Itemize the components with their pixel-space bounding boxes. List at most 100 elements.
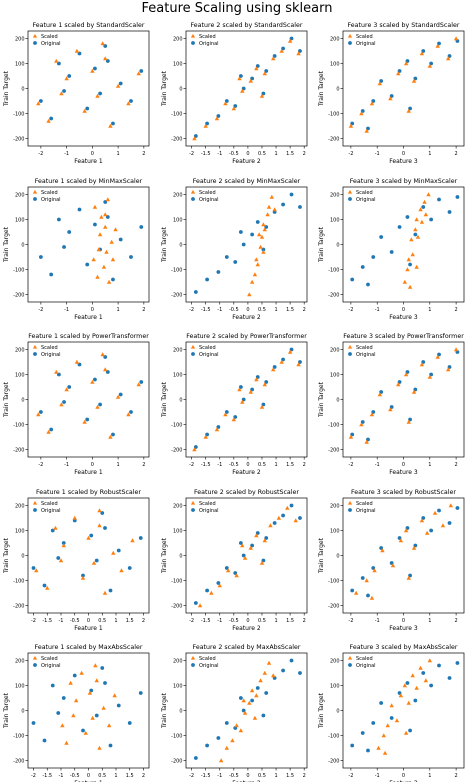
x-tick-label: 2 [455, 462, 458, 468]
scaled-point [249, 279, 255, 284]
scaled-point [259, 560, 265, 565]
original-point [408, 728, 412, 733]
legend-marker-scaled [190, 344, 196, 349]
scaled-point [217, 583, 222, 588]
x-tick-label: -0.5 [229, 618, 239, 624]
scaled-point [97, 508, 102, 513]
subplot-title: Feature 2 scaled by PowerTransformer [186, 333, 307, 340]
axes-frame [27, 186, 150, 303]
y-tick-label: 200 [330, 503, 340, 509]
original-point [264, 380, 269, 384]
scaled-point [95, 93, 100, 98]
original-point [193, 756, 198, 760]
scaled-point [104, 249, 109, 254]
scaled-point [271, 673, 276, 678]
scaled-point [396, 382, 401, 387]
y-tick-label: 0 [336, 553, 339, 559]
x-tick-label: -1 [59, 773, 64, 779]
original-point [261, 713, 266, 718]
y-tick-label: 200 [15, 503, 25, 509]
x-tick-label: 0.5 [98, 618, 106, 624]
original-point [127, 721, 132, 725]
scaled-point [112, 693, 117, 698]
subplot: Feature 2 scaled by MinMaxScaler -2 -1.5 -1… [161, 178, 308, 321]
axes-frame [185, 341, 308, 458]
x-tick-label: 1.5 [286, 773, 294, 779]
scaled-point [45, 585, 50, 590]
scaled-point [97, 232, 103, 237]
original-point [31, 566, 36, 570]
x-tick-label: 2 [303, 462, 306, 468]
original-point [129, 255, 133, 259]
original-point [397, 536, 402, 540]
subplot: Feature 1 scaled by StandardScaler -2 -1 0 1… [3, 22, 150, 165]
scaled-point [90, 379, 95, 384]
scaled-point [103, 212, 108, 217]
scaled-point [237, 76, 242, 81]
x-tick-label: 1 [274, 307, 277, 313]
y-tick-label: 200 [15, 36, 25, 42]
original-point [429, 61, 434, 66]
scaled-point [90, 715, 95, 720]
scaled-point [97, 523, 102, 528]
original-point [216, 270, 221, 274]
original-point [139, 225, 144, 229]
scaled-point [90, 68, 95, 73]
y-tick-label: -200 [328, 603, 339, 609]
x-tick-label: 0.5 [98, 773, 106, 779]
scaled-point [406, 575, 411, 580]
scaled-point [86, 535, 91, 540]
axes-frame [27, 341, 150, 458]
y-tick-label: 100 [173, 217, 183, 223]
original-point [205, 121, 210, 126]
scaled-point [377, 81, 383, 86]
y-axis-label: Train Target [3, 537, 10, 574]
original-point [261, 91, 266, 96]
scaled-point [262, 670, 267, 675]
scaled-point [58, 558, 64, 563]
scaled-point [415, 234, 421, 239]
legend-marker-original [33, 508, 37, 512]
original-point [238, 541, 243, 545]
scaled-point [103, 224, 108, 229]
legend-label: Original [356, 663, 376, 669]
x-tick-label: 1 [274, 618, 277, 624]
scaled-point [231, 106, 237, 111]
original-point [405, 526, 410, 530]
original-point [264, 69, 269, 73]
legend-marker-original [348, 197, 352, 201]
legend-label: Scaled [41, 345, 58, 351]
original-point [138, 536, 143, 540]
scaled-point [71, 713, 76, 718]
scaled-point [269, 194, 275, 199]
scaled-point [241, 698, 246, 703]
x-tick-label: 0 [246, 773, 249, 779]
legend-label: Original [356, 352, 376, 358]
y-axis-label: Train Target [3, 692, 10, 729]
scaled-point [111, 550, 116, 555]
legend-marker-original [33, 663, 37, 667]
original-point [379, 701, 384, 705]
original-point [103, 681, 107, 685]
original-point [413, 76, 418, 81]
x-tick-label: -1.5 [201, 618, 211, 624]
original-point [116, 548, 121, 553]
x-tick-label: -2 [38, 151, 43, 157]
scaled-point [242, 710, 248, 715]
subplot: Feature 1 scaled by MinMaxScaler -2 -1 0 1 2 -… [3, 178, 150, 321]
original-point [455, 661, 460, 665]
original-point [408, 262, 412, 267]
legend-marker-scaled [32, 500, 38, 505]
original-point [397, 69, 402, 73]
subplot: Feature 2 scaled by MaxAbsScaler -2 -1.5 -1… [161, 644, 308, 782]
original-point [429, 217, 434, 222]
scaled-point [418, 207, 423, 212]
subplot: Feature 1 scaled by MaxAbsScaler -2 -1.5 -1… [3, 644, 150, 782]
scaled-point [46, 429, 51, 434]
scaled-point [126, 101, 131, 106]
y-axis-label: Train Target [318, 70, 325, 107]
scaled-point [411, 545, 417, 550]
original-point [289, 36, 294, 41]
x-tick-label: 1 [117, 462, 120, 468]
scaled-point [411, 78, 417, 83]
